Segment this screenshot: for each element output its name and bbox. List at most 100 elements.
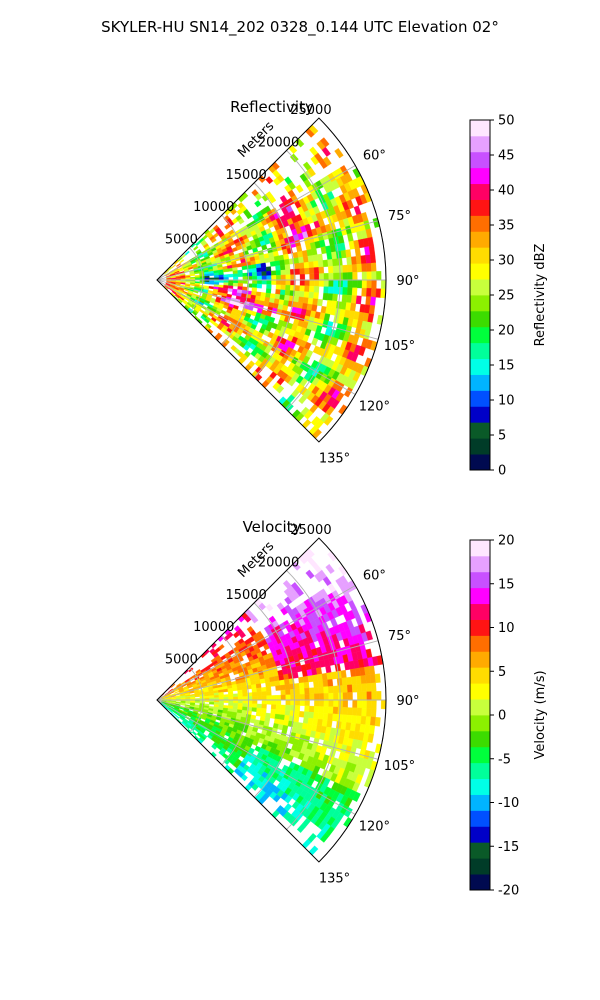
- velocity-field: [160, 547, 387, 856]
- reflectivity-cell: [283, 253, 290, 260]
- velocity-cell: [285, 699, 291, 706]
- reflectivity-cell: [210, 237, 217, 244]
- velocity-colorbar-segment: [470, 540, 490, 557]
- reflectivity-cell: [361, 271, 368, 281]
- velocity-azimuth-tick-label: 105°: [384, 759, 415, 774]
- reflectivity-colorbar-tick-label: 40: [498, 184, 515, 199]
- reflectivity-colorbar-segment: [470, 167, 490, 185]
- velocity-cell: [174, 714, 180, 719]
- reflectivity-cell: [264, 257, 271, 263]
- velocity-cell: [341, 677, 348, 686]
- reflectivity-cell: [218, 271, 224, 276]
- velocity-cell: [280, 694, 286, 701]
- reflectivity-cell: [308, 291, 315, 299]
- reflectivity-cell: [261, 275, 267, 281]
- reflectivity-colorbar-segment: [470, 422, 490, 439]
- reflectivity-cell: [256, 267, 262, 273]
- reflectivity-cell: [275, 265, 281, 271]
- reflectivity-cell: [252, 275, 258, 281]
- reflectivity-cell: [322, 156, 332, 167]
- velocity-cell: [355, 715, 362, 725]
- reflectivity-cell: [314, 273, 320, 281]
- reflectivity-cell: [303, 261, 310, 269]
- velocity-cell: [323, 706, 329, 714]
- velocity-azimuth-tick-label: 120°: [359, 820, 390, 835]
- velocity-cell: [333, 692, 339, 701]
- reflectivity-colorbar-segment: [470, 295, 490, 312]
- reflectivity-colorbar-segment: [470, 406, 490, 423]
- reflectivity-cell: [193, 290, 199, 294]
- reflectivity-cell: [307, 255, 314, 263]
- velocity-cell: [265, 603, 274, 612]
- reflectivity-cell: [309, 267, 315, 275]
- velocity-cell: [261, 703, 267, 709]
- velocity-cell: [227, 690, 234, 695]
- velocity-cell: [302, 675, 309, 683]
- reflectivity-cell: [361, 279, 368, 289]
- reflectivity-colorbar-tick-label: 5: [498, 429, 506, 444]
- reflectivity-cell: [294, 290, 300, 297]
- reflectivity-colorbar-tick-label: 50: [498, 114, 515, 129]
- velocity-range-tick-label: 5000: [165, 653, 198, 668]
- reflectivity-cell: [352, 271, 358, 281]
- velocity-colorbar-segment: [470, 635, 490, 652]
- velocity-cell: [280, 684, 286, 691]
- velocity-cell: [322, 679, 329, 688]
- velocity-cell: [256, 707, 262, 713]
- reflectivity-cell: [271, 275, 277, 281]
- reflectivity-cell: [285, 269, 291, 276]
- reflectivity-azimuth-tick-label: 135°: [319, 451, 350, 466]
- velocity-cell: [295, 699, 301, 706]
- velocity-cell: [318, 699, 325, 707]
- velocity-cell: [185, 702, 191, 705]
- velocity-cell: [357, 699, 363, 709]
- velocity-cell: [341, 714, 348, 723]
- velocity-colorbar-segment: [470, 762, 490, 780]
- velocity-cell: [261, 691, 267, 697]
- velocity-cell: [251, 691, 258, 697]
- reflectivity-cell: [304, 285, 310, 293]
- velocity-cell: [242, 699, 248, 704]
- velocity-cell: [314, 699, 320, 707]
- velocity-cell: [361, 707, 367, 717]
- velocity-cell: [232, 702, 239, 707]
- reflectivity-cell: [304, 267, 310, 275]
- velocity-cell: [256, 703, 263, 709]
- reflectivity-cell: [242, 276, 248, 281]
- reflectivity-cell: [280, 289, 286, 296]
- reflectivity-cell: [279, 259, 286, 266]
- velocity-cell: [299, 694, 306, 701]
- velocity-colorbar-label: Velocity (m/s): [533, 670, 548, 759]
- reflectivity-cell: [293, 257, 300, 264]
- reflectivity-colorbar-tick-label: 20: [498, 324, 515, 339]
- reflectivity-cell: [370, 262, 377, 272]
- reflectivity-cell: [204, 275, 210, 279]
- reflectivity-cell: [299, 285, 305, 292]
- reflectivity-cell: [351, 256, 357, 265]
- velocity-colorbar-tick-label: 15: [498, 577, 515, 592]
- reflectivity-cell: [280, 269, 286, 276]
- reflectivity-cell: [285, 284, 291, 291]
- reflectivity-cell: [242, 272, 248, 277]
- reflectivity-cell: [303, 291, 310, 299]
- reflectivity-cell: [347, 287, 353, 296]
- reflectivity-cell: [285, 279, 291, 286]
- velocity-cell: [261, 686, 267, 692]
- reflectivity-cell: [317, 253, 323, 262]
- velocity-cell: [323, 699, 329, 707]
- velocity-cell: [237, 689, 243, 694]
- velocity-colorbar-tick-label: -15: [498, 840, 519, 855]
- reflectivity-cell: [342, 287, 348, 296]
- reflectivity-cell: [304, 279, 310, 287]
- reflectivity-cell: [294, 285, 301, 292]
- velocity-cell: [332, 713, 338, 722]
- velocity-colorbar-tick-label: 20: [498, 534, 515, 549]
- velocity-colorbar-segment: [470, 571, 490, 589]
- reflectivity-cell: [179, 259, 185, 264]
- reflectivity-cell: [317, 298, 323, 307]
- velocity-azimuth-tick-label: 135°: [319, 871, 350, 886]
- reflectivity-cell: [280, 264, 286, 271]
- reflectivity-cell: [368, 245, 376, 255]
- velocity-colorbar-segment: [470, 555, 490, 573]
